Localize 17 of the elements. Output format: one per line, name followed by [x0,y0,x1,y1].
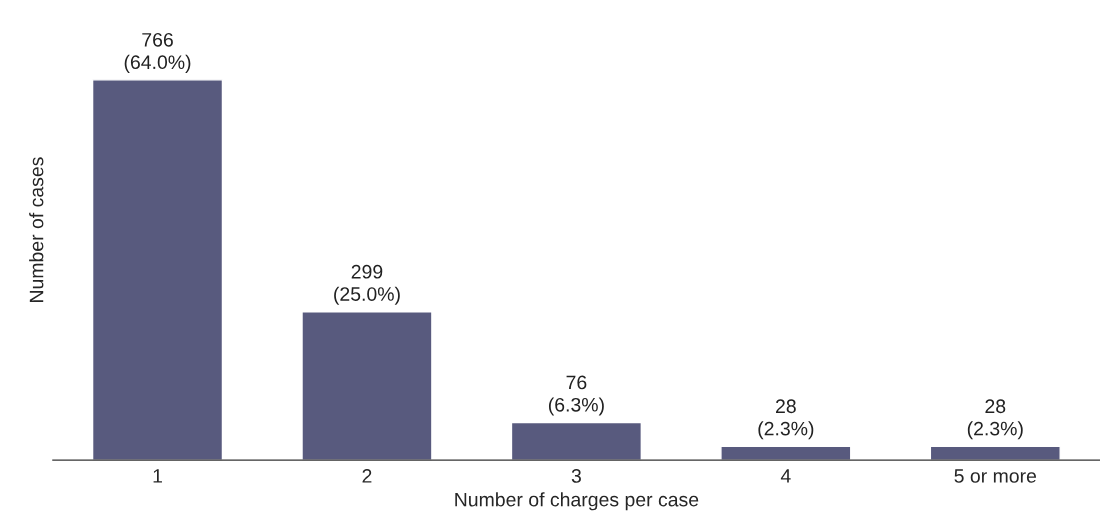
bar [301,311,433,461]
bar [929,445,1061,461]
x-tick-label: 2 [362,469,372,483]
x-tick-label: 3 [571,469,581,483]
y-axis-title: Number of cases [29,157,44,302]
x-axis-title: Number of charges per case [455,492,699,511]
bar [720,445,852,461]
x-tick-label: 4 [780,469,791,483]
data-label: 766 (64.0%) [124,32,191,73]
data-label: 28 (2.3%) [967,399,1023,440]
x-tick-label: 5 or more [954,469,1037,483]
data-label: 299 (25.0%) [334,264,400,305]
data-label: 28 (2.3%) [758,399,814,440]
x-tick-label: 1 [153,469,162,483]
bar [91,79,224,461]
bar [510,421,643,461]
data-label: 76 (6.3%) [548,375,604,416]
